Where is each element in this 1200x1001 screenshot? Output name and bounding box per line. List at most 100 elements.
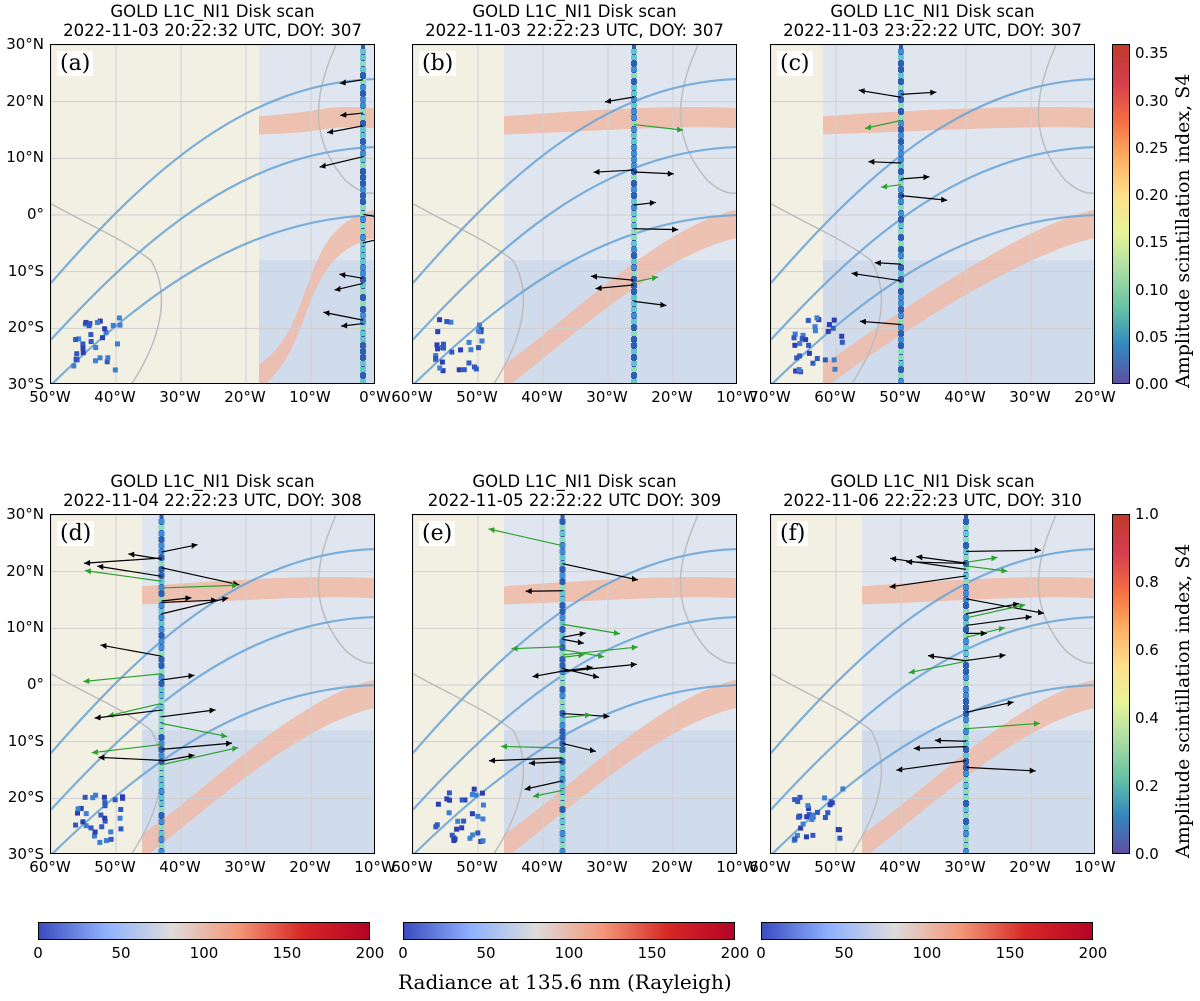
track-s4-marker [898, 187, 904, 192]
track-s4-marker [963, 567, 969, 572]
station-s4-marker [812, 324, 818, 330]
station-s4-marker [793, 368, 799, 374]
station-s4-marker [83, 811, 89, 817]
track-s4-marker [898, 241, 904, 246]
s4-tick-label: 0.0 [1135, 845, 1159, 863]
track-s4-marker [360, 247, 366, 252]
drift-arrow [511, 646, 563, 650]
track-s4-marker [158, 783, 165, 788]
radiance-tick-label: 50 [476, 944, 496, 962]
track-s4-marker [898, 247, 904, 252]
coastline-south-america [413, 673, 525, 853]
track-s4-marker [963, 759, 969, 764]
drift-arrowhead [889, 583, 896, 590]
station-s4-marker [80, 350, 86, 356]
track-s4-marker [559, 783, 566, 788]
drift-arrowhead [221, 732, 228, 739]
track-s4-marker [631, 109, 637, 114]
lat-tick-label: 20°N [6, 561, 44, 580]
eia-north-crest [862, 577, 1094, 605]
track-s4-marker [158, 525, 165, 530]
track-s4-marker [158, 621, 165, 626]
drift-arrowhead [913, 745, 920, 752]
track-s4-marker [963, 669, 969, 674]
drift-arrow [851, 272, 902, 282]
track-s4-marker [559, 573, 566, 578]
track-s4-marker [559, 615, 566, 620]
drift-arrowhead [630, 661, 637, 668]
track-s4-marker [559, 705, 566, 710]
station-s4-marker [112, 367, 118, 373]
track-s4-marker [360, 139, 366, 144]
station-s4-marker [101, 794, 107, 800]
station-s4-marker [466, 339, 472, 345]
track-s4-marker [898, 337, 904, 342]
magnetic-field-line [51, 78, 374, 284]
station-s4-marker [461, 818, 467, 824]
drift-arrowhead [923, 174, 930, 181]
coastline-africa [317, 515, 374, 664]
drift-arrowhead [341, 322, 348, 329]
lon-tick-label: 50°W [94, 858, 136, 876]
station-s4-marker [444, 796, 450, 802]
magnetic-field-line [413, 78, 736, 284]
track-s4-marker [158, 681, 165, 686]
station-s4-marker [439, 359, 445, 365]
station-s4-marker [75, 810, 81, 816]
track-s4-marker [158, 567, 165, 572]
drift-arrow [362, 239, 374, 244]
track-s4-marker [158, 675, 165, 680]
track-s4-marker [631, 205, 637, 210]
station-s4-marker [839, 333, 845, 339]
track-s4-marker [360, 103, 366, 108]
drift-arrowhead [323, 310, 330, 317]
station-s4-marker [449, 349, 455, 355]
track-s4-marker [898, 49, 904, 54]
station-s4-marker [829, 800, 835, 806]
station-s4-marker [476, 322, 482, 328]
lon-tick-label: 50°W [29, 388, 71, 406]
lon-tick-label: 30°W [944, 858, 986, 876]
drift-arrowhead [1019, 603, 1026, 610]
track-s4-marker [158, 813, 165, 818]
station-s4-marker [88, 339, 94, 345]
lon-tick-label: 60°W [391, 388, 433, 406]
lat-tick-label: 20°N [6, 91, 44, 110]
track-s4-marker [963, 807, 969, 812]
track-s4-marker [963, 813, 969, 818]
track-s4-marker [963, 771, 969, 776]
track-s4-marker [963, 699, 969, 704]
lat-tick-label: 0° [26, 675, 44, 693]
drift-arrow [900, 194, 948, 201]
lon-tick-label: 20°W [1074, 388, 1116, 406]
track-s4-marker [963, 519, 969, 524]
station-s4-marker [78, 805, 84, 811]
station-s4-marker [98, 812, 104, 818]
track-s4-marker [963, 687, 969, 692]
track-s4-marker [360, 157, 366, 162]
station-s4-marker [74, 351, 80, 357]
track-s4-marker [631, 247, 637, 252]
track-s4-marker [631, 187, 637, 192]
track-s4-marker [898, 91, 904, 96]
track-s4-marker [898, 175, 904, 180]
station-s4-marker [80, 819, 86, 825]
track-s4-marker [360, 355, 366, 360]
lon-tick-label: 20°W [651, 388, 693, 406]
drift-arrow [965, 722, 1041, 730]
station-s4-marker [832, 366, 838, 372]
track-s4-marker [158, 555, 165, 560]
track-s4-marker [898, 163, 904, 168]
eia-south-crest [823, 209, 1094, 383]
drift-arrowhead [524, 785, 531, 792]
track-s4-marker [158, 765, 165, 770]
track-s4-marker [158, 543, 165, 548]
drift-arrowhead [868, 158, 875, 165]
track-s4-marker [158, 795, 165, 800]
station-s4-marker [822, 815, 828, 821]
track-s4-marker [898, 211, 904, 216]
track-s4-marker [898, 121, 904, 126]
drift-arrowhead [501, 743, 508, 750]
s4-tick-label: 0.35 [1135, 44, 1169, 63]
station-s4-marker [112, 797, 118, 803]
